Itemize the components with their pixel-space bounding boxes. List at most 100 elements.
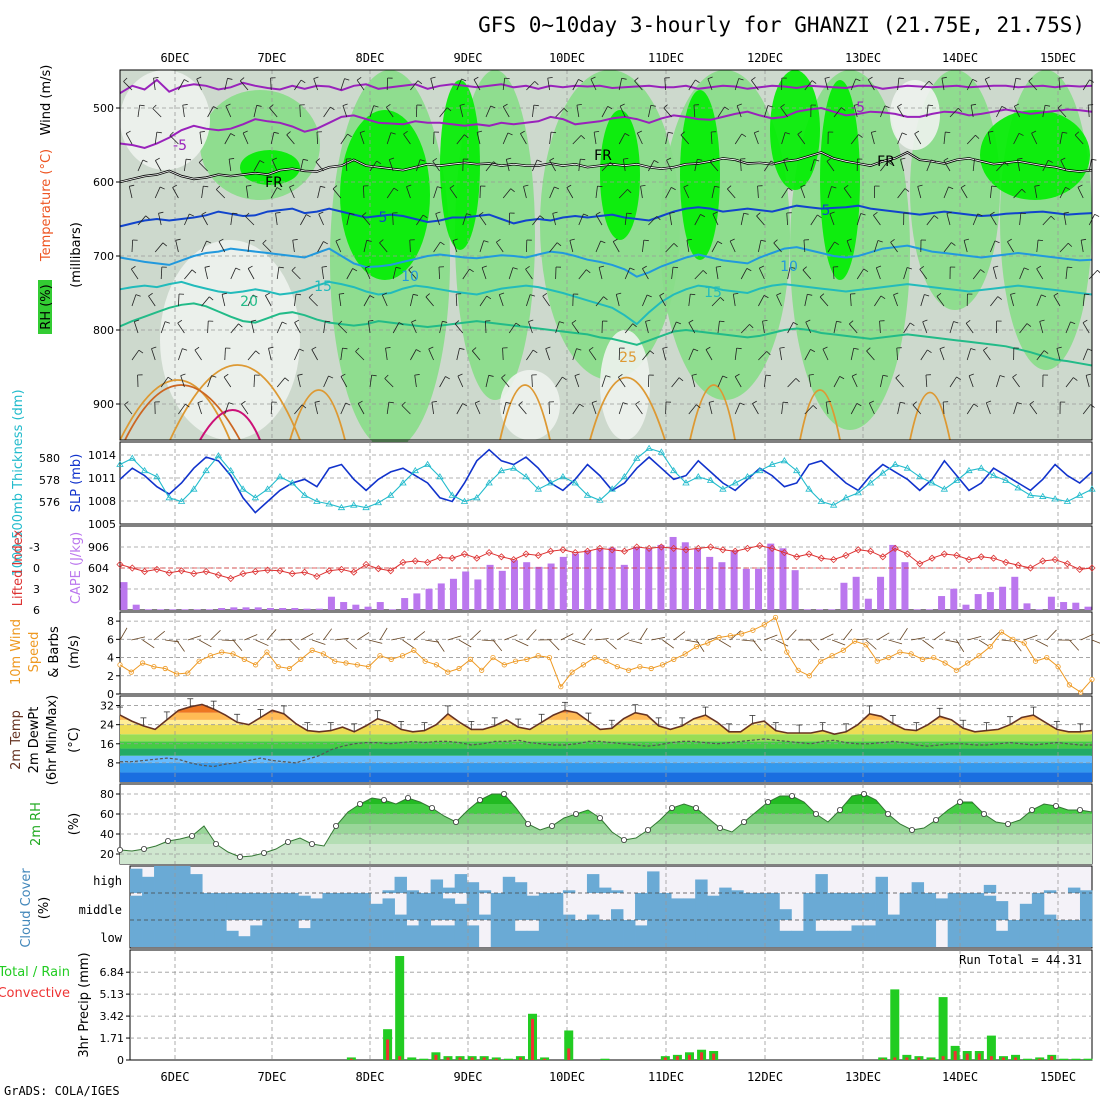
wind-barb — [797, 134, 806, 145]
wind-barb — [201, 214, 208, 226]
lifted-marker — [1039, 557, 1047, 565]
wind-barb — [525, 268, 533, 280]
wind-barb-flag — [389, 157, 395, 161]
wind-barb-flag — [536, 159, 542, 163]
wind-barb-flag — [856, 403, 862, 407]
wind-barb — [740, 268, 748, 280]
wind-barb — [411, 321, 417, 334]
wind-barb — [1059, 242, 1069, 253]
wind-barb-flag — [613, 238, 618, 242]
precip-convective-bar — [929, 1058, 933, 1060]
wind-barb — [663, 107, 672, 118]
cape-bar — [767, 543, 775, 610]
rh2m-marker — [789, 793, 796, 800]
precip-convective-bar — [917, 1057, 921, 1060]
wind-barb — [879, 321, 881, 334]
wind-barb — [711, 186, 715, 199]
wind-barb — [968, 375, 974, 388]
thickness-marker — [1063, 497, 1072, 504]
cloud-bar — [719, 887, 732, 893]
wind-barb — [802, 269, 812, 280]
wind-barb-flag — [793, 322, 798, 326]
wind-barb — [753, 132, 759, 145]
wind-barb-flag — [980, 269, 985, 273]
precip-tick-label: 3.42 — [100, 1010, 125, 1023]
rh2m-marker — [549, 823, 556, 830]
wind10-barb — [944, 639, 959, 644]
wind-barb-flag — [968, 373, 974, 377]
wind-barb-flag — [808, 373, 814, 376]
cloud-bar — [959, 893, 973, 920]
bottom-day-label: 7DEC — [258, 1070, 287, 1084]
cloud-bar — [707, 895, 720, 920]
contour-label: 5 — [822, 203, 831, 219]
wind-barb-flag — [201, 211, 207, 215]
cloud-bar — [875, 920, 888, 947]
wind-barb — [247, 350, 257, 361]
wind-barb — [618, 78, 623, 91]
wind-barb — [1019, 267, 1025, 280]
wind-barb-flag — [417, 80, 423, 85]
cape-bar — [535, 566, 543, 610]
wind-barb-flag — [359, 130, 365, 134]
wind-barb — [691, 375, 696, 388]
wind-barb — [300, 159, 304, 172]
wind-barb — [635, 403, 643, 415]
wind-barb — [624, 267, 631, 280]
wind-barb-flag — [461, 78, 467, 82]
cloud-bar — [779, 930, 792, 947]
cape-bars — [120, 536, 1092, 610]
wind-barb — [1057, 107, 1067, 118]
wind-barb — [992, 267, 997, 280]
precip-axis-label: 3hr Precip (mm) — [77, 952, 92, 1057]
cloud-bar — [250, 925, 263, 947]
cloud-bar — [671, 898, 684, 920]
wind-barb — [764, 160, 772, 172]
wind-barb — [502, 347, 504, 361]
wind-barb-flag — [904, 188, 910, 192]
wind10-barb — [526, 629, 537, 641]
isotherm-line — [119, 106, 1093, 150]
wind-barb — [829, 213, 835, 226]
wind-barb — [297, 375, 301, 388]
wind-barb — [707, 78, 713, 91]
wind-barb-flag — [928, 80, 933, 85]
cape-bar — [132, 604, 140, 610]
wind-barb-flag — [877, 240, 883, 243]
thickness-marker — [559, 473, 567, 480]
wind-barb-flag — [252, 294, 258, 298]
wind-barb-flag — [504, 77, 510, 80]
wind-barb — [804, 80, 813, 91]
wind-barb — [920, 294, 925, 307]
wind-barb-flag — [125, 130, 131, 134]
wind-barb — [194, 349, 202, 361]
wind-barb-flag — [189, 213, 195, 217]
top-day-label: 15DEC — [1040, 51, 1076, 65]
rh2m-marker — [212, 841, 219, 848]
wind-barb-flag — [342, 347, 348, 350]
pressure-axis-label: (millibars) — [69, 222, 84, 288]
wind-barb-flag — [836, 320, 842, 323]
wind-barb — [824, 78, 829, 91]
wind10-speed-label: Speed — [27, 632, 42, 673]
rh-fill-region — [680, 90, 720, 260]
wind-barb — [920, 349, 928, 361]
wind-barb — [595, 214, 603, 226]
wind-barb-flag — [552, 211, 558, 214]
lifted-marker — [866, 547, 875, 555]
wind-barb-flag — [656, 216, 661, 221]
wind-barb — [810, 214, 818, 226]
wind-barb — [1082, 79, 1090, 91]
wind-barb — [410, 349, 417, 361]
thickness-marker — [1051, 495, 1059, 502]
wind10-barb — [843, 628, 853, 641]
wind-barb — [502, 78, 506, 91]
lifted-marker — [731, 547, 739, 555]
wind-barb-flag — [129, 184, 135, 187]
wind-barb — [435, 213, 440, 226]
wind-barb-flag — [678, 377, 684, 382]
wind-barb-flag — [1094, 213, 1100, 217]
bottom-day-label: 12DEC — [747, 1070, 783, 1084]
wind10-barb — [956, 639, 965, 653]
